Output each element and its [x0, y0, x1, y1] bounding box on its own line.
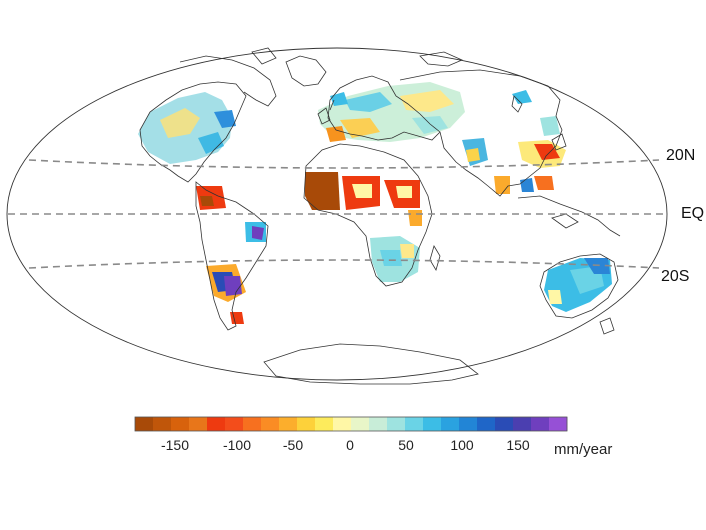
- latitude-line-20n: [28, 159, 660, 169]
- colorbar-segment: [513, 417, 532, 431]
- colorbar-segment: [171, 417, 190, 431]
- colorbar-segment: [135, 417, 154, 431]
- latitude-label-equator: EQ: [681, 205, 705, 222]
- colorbar-tick-label: -100: [222, 437, 252, 453]
- colorbar-segment: [297, 417, 316, 431]
- colorbar-segment: [243, 417, 262, 431]
- colorbar-segment: [549, 417, 568, 431]
- data-patches: [138, 82, 612, 324]
- latitude-label-20n: 20N: [666, 147, 696, 164]
- map-outline: [6, 47, 668, 381]
- colorbar-segment: [261, 417, 280, 431]
- colorbar-segment: [387, 417, 406, 431]
- colorbar-tick-label: -50: [282, 437, 304, 453]
- colorbar-segment: [315, 417, 334, 431]
- colorbar-frame: [134, 416, 568, 432]
- colorbar-segment: [333, 417, 352, 431]
- colorbar-segment: [477, 417, 496, 431]
- colorbar-segment: [495, 417, 514, 431]
- colorbar-segment: [153, 417, 172, 431]
- colorbar-segment: [423, 417, 442, 431]
- colorbar-segment: [279, 417, 298, 431]
- coastlines: [139, 47, 621, 385]
- colorbar-segment: [441, 417, 460, 431]
- graticule: [8, 159, 666, 269]
- colorbar-segment: [351, 417, 370, 431]
- latitude-label-20s: 20S: [661, 268, 690, 285]
- colorbar-segment: [207, 417, 226, 431]
- colorbar-unit-label: mm/year: [554, 441, 613, 458]
- colorbar-tick-label: 0: [346, 437, 354, 453]
- colorbar: [134, 416, 568, 432]
- colorbar-tick-label: -150: [160, 437, 190, 453]
- colorbar-segment: [225, 417, 244, 431]
- colorbar-segment: [405, 417, 424, 431]
- colorbar-segment: [369, 417, 388, 431]
- colorbar-tick-label: 100: [450, 437, 474, 453]
- colorbar-tick-label: 150: [506, 437, 530, 453]
- colorbar-segment: [189, 417, 208, 431]
- colorbar-segment: [531, 417, 550, 431]
- patch-sahel: [305, 172, 340, 210]
- colorbar-segment: [459, 417, 478, 431]
- colorbar-tick-label: 50: [398, 437, 414, 453]
- latitude-line-20s: [28, 259, 660, 269]
